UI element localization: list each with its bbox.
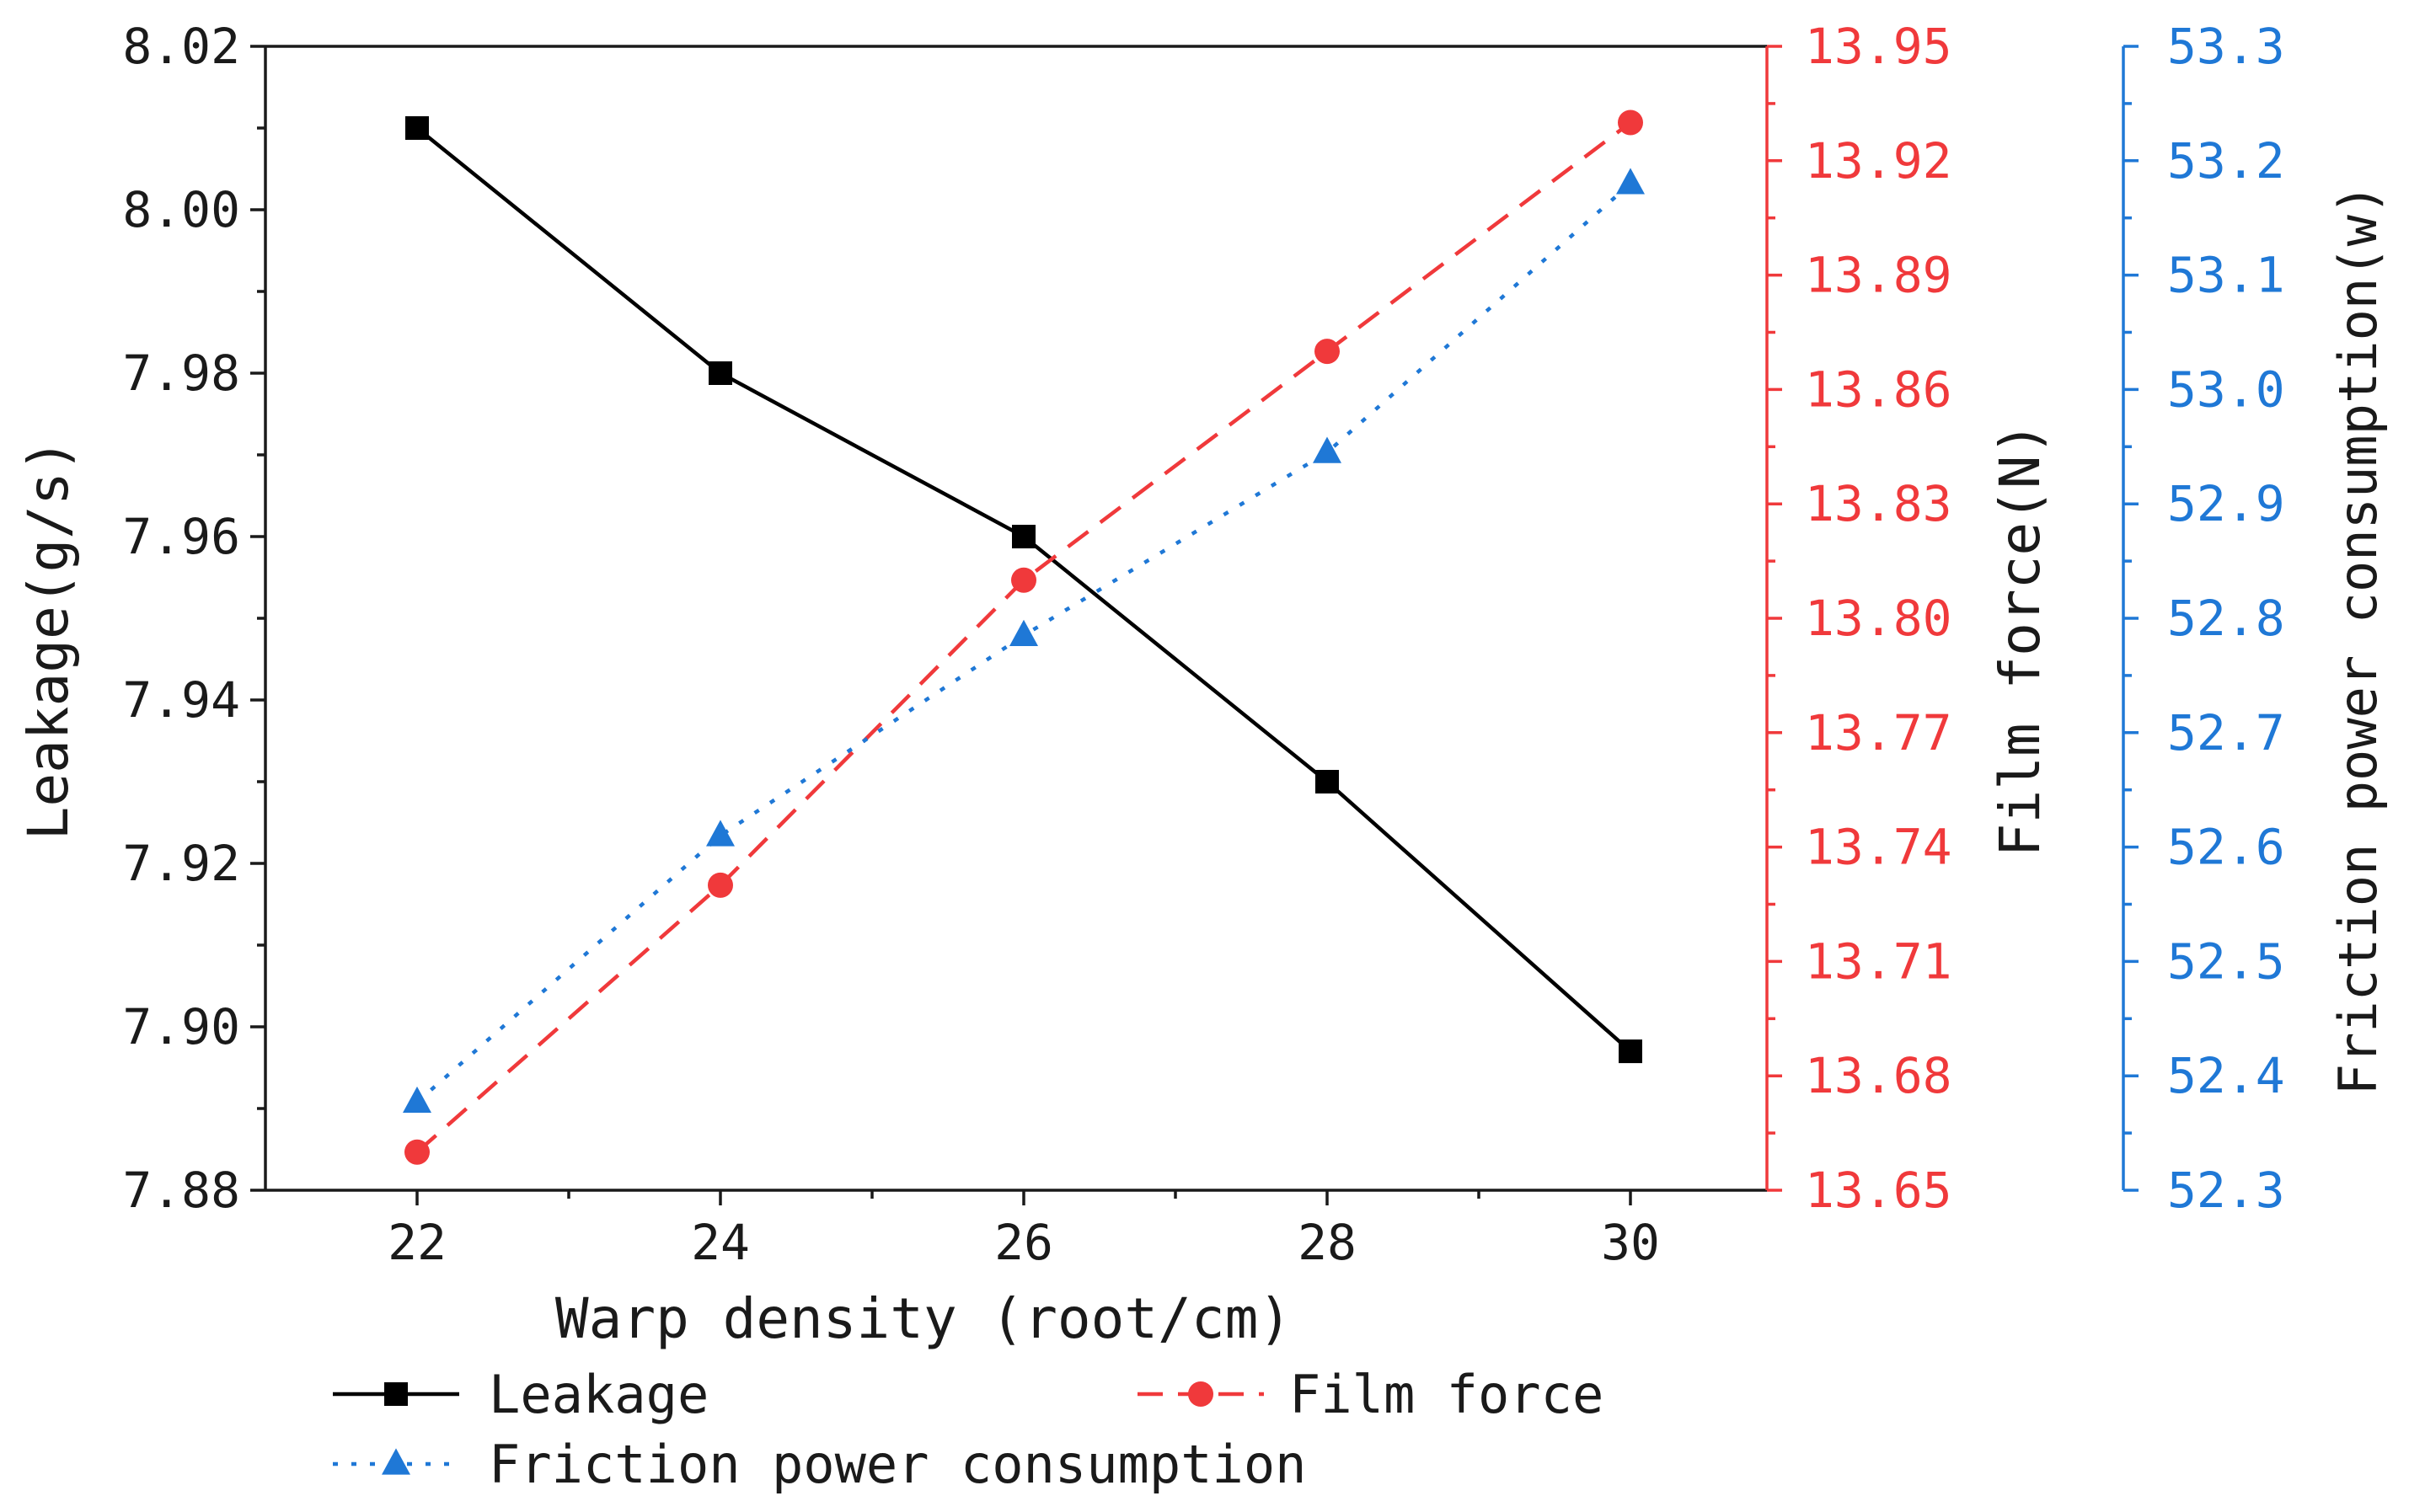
left-y-tick-label: 8.00 bbox=[122, 181, 240, 238]
point-film-force-22 bbox=[404, 1139, 430, 1165]
friction-power-tick-label: 53.0 bbox=[2167, 361, 2285, 418]
left-y-tick-label: 7.92 bbox=[122, 835, 240, 892]
film-force-tick-label: 13.83 bbox=[1805, 475, 1952, 532]
point-friction-power-consumption-30 bbox=[1616, 168, 1645, 195]
friction-power-tick-label: 52.3 bbox=[2167, 1162, 2285, 1219]
film-force-tick-label: 13.86 bbox=[1805, 361, 1952, 418]
point-film-force-24 bbox=[708, 872, 733, 898]
x-axis-title: Warp density (root/cm) bbox=[555, 1286, 1292, 1351]
point-friction-power-consumption-26 bbox=[1009, 619, 1038, 646]
legend-marker-film-force bbox=[1188, 1381, 1213, 1407]
point-friction-power-consumption-22 bbox=[403, 1086, 431, 1114]
left-y-tick-label: 8.02 bbox=[122, 18, 240, 75]
friction-power-tick-label: 52.9 bbox=[2167, 475, 2285, 532]
point-leakage-22 bbox=[405, 116, 429, 140]
friction-power-tick-label: 53.3 bbox=[2167, 18, 2285, 75]
left-y-tick-label: 7.96 bbox=[122, 508, 240, 565]
x-tick-label-24: 24 bbox=[691, 1214, 750, 1271]
film-force-tick-label: 13.95 bbox=[1805, 18, 1952, 75]
axis-titles-group: Warp density (root/cm) Leakage(g/s) Film… bbox=[16, 184, 2389, 1351]
left-y-tick-label: 7.98 bbox=[122, 345, 240, 402]
legend-label-film-force: Film force bbox=[1289, 1364, 1603, 1425]
left-y-tick-label: 7.88 bbox=[122, 1162, 240, 1219]
left-y-tick-label: 7.94 bbox=[122, 671, 240, 729]
film-force-tick-label: 13.71 bbox=[1805, 932, 1952, 990]
point-film-force-26 bbox=[1011, 567, 1036, 593]
film-force-tick-label: 13.77 bbox=[1805, 704, 1952, 761]
point-leakage-30 bbox=[1619, 1039, 1642, 1064]
friction-power-tick-label: 53.1 bbox=[2167, 247, 2285, 304]
friction-power-axis-title: Friction power consumption(w) bbox=[2327, 184, 2389, 1096]
legend-label-leakage: Leakage bbox=[489, 1364, 709, 1425]
film-force-tick-label: 13.74 bbox=[1805, 819, 1952, 876]
film-force-axis-title: Film force(N) bbox=[1988, 422, 2053, 858]
x-tick-label-30: 30 bbox=[1601, 1214, 1660, 1271]
point-leakage-24 bbox=[709, 361, 732, 385]
legend-label-friction-power: Friction power consumption bbox=[489, 1434, 1307, 1495]
series-line-film-force bbox=[415, 120, 1632, 1154]
friction-power-tick-label: 52.5 bbox=[2167, 932, 2285, 990]
friction-power-tick-label: 52.7 bbox=[2167, 704, 2285, 761]
point-friction-power-consumption-28 bbox=[1313, 436, 1341, 463]
point-leakage-26 bbox=[1012, 525, 1036, 548]
friction-power-tick-label: 52.6 bbox=[2167, 819, 2285, 876]
film-force-tick-label: 13.89 bbox=[1805, 247, 1952, 304]
point-film-force-28 bbox=[1314, 339, 1340, 365]
axes-group: 22 24 26 28 30 7.88 7.90 7.92 7.94 7.96 7.98 8.00 8.… bbox=[122, 18, 2284, 1271]
friction-power-tick-label: 52.8 bbox=[2167, 590, 2285, 647]
left-y-axis-title: Leakage(g/s) bbox=[16, 439, 81, 841]
friction-power-tick-label: 52.4 bbox=[2167, 1047, 2285, 1104]
film-force-tick-label: 13.65 bbox=[1805, 1162, 1952, 1219]
film-force-tick-label: 13.68 bbox=[1805, 1047, 1952, 1104]
film-force-tick-label: 13.92 bbox=[1805, 132, 1952, 190]
x-tick-label-28: 28 bbox=[1298, 1214, 1357, 1271]
legend: Leakage Film force Friction power consum… bbox=[333, 1364, 1603, 1495]
x-tick-label-22: 22 bbox=[388, 1214, 447, 1271]
legend-marker-friction-power-consumption bbox=[382, 1448, 410, 1475]
friction-power-tick-label: 53.2 bbox=[2167, 132, 2285, 190]
point-film-force-30 bbox=[1618, 110, 1643, 136]
point-leakage-28 bbox=[1315, 770, 1339, 793]
legend-marker-leakage bbox=[384, 1382, 408, 1406]
x-tick-label-26: 26 bbox=[994, 1214, 1053, 1271]
point-friction-power-consumption-24 bbox=[706, 820, 735, 847]
film-force-tick-label: 13.80 bbox=[1805, 590, 1952, 647]
series-group bbox=[403, 110, 1645, 1165]
left-y-tick-label: 7.90 bbox=[122, 998, 240, 1055]
